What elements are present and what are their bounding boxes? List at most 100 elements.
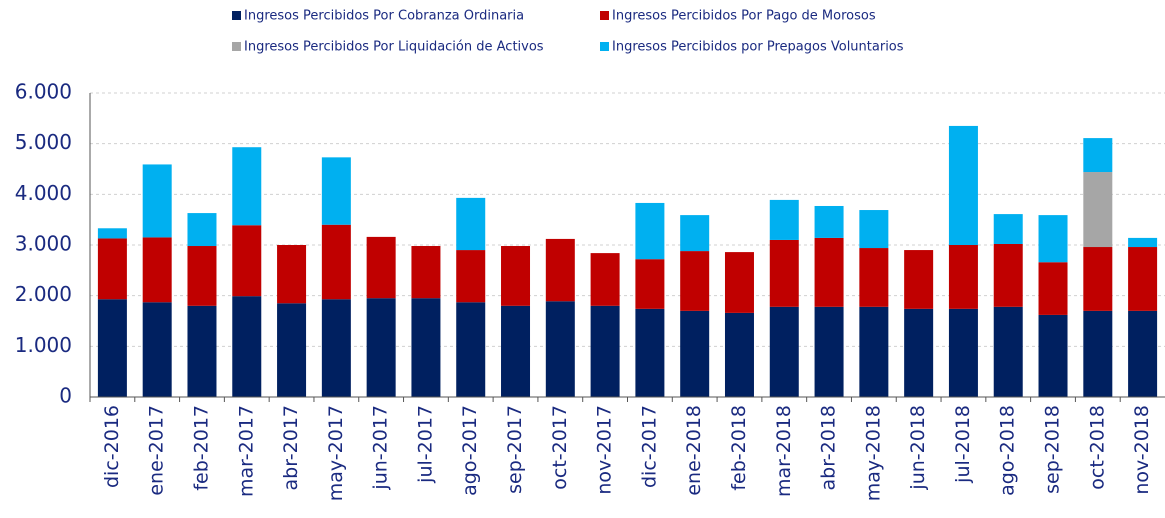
x-tick-label: nov-2018 bbox=[1131, 405, 1153, 495]
bar-segment bbox=[948, 125, 978, 245]
bar-segment bbox=[724, 252, 754, 313]
x-tick-label: feb-2017 bbox=[190, 405, 212, 491]
bar-segment bbox=[814, 237, 844, 307]
bar-segment bbox=[501, 246, 531, 306]
y-tick-label: 0 bbox=[59, 384, 72, 408]
x-tick-label: feb-2018 bbox=[728, 405, 750, 491]
bar-segment bbox=[1083, 138, 1113, 173]
bar-segment bbox=[859, 306, 889, 397]
bar-segment bbox=[1083, 247, 1113, 311]
bar-segment bbox=[1128, 310, 1158, 397]
bar-segment bbox=[859, 210, 889, 249]
x-tick-label: oct-2017 bbox=[549, 405, 571, 490]
bar-segment bbox=[501, 305, 531, 397]
x-tick-label: oct-2018 bbox=[1086, 405, 1108, 490]
x-tick-label: jul-2017 bbox=[414, 405, 436, 484]
y-tick-label: 6.000 bbox=[15, 80, 72, 104]
y-tick-label: 5.000 bbox=[15, 130, 72, 154]
x-tick-label: nov-2017 bbox=[594, 405, 616, 495]
bar-segment bbox=[321, 299, 351, 397]
y-tick-label: 1.000 bbox=[15, 333, 72, 357]
x-tick-label: mar-2018 bbox=[773, 405, 795, 497]
bar-segment bbox=[277, 303, 307, 397]
bar-segment bbox=[232, 225, 262, 297]
bar-segment bbox=[411, 298, 441, 397]
x-tick-label: dic-2016 bbox=[101, 405, 123, 488]
bar-segment bbox=[1038, 262, 1068, 315]
bar-segment bbox=[993, 214, 1023, 244]
x-tick-label: ene-2018 bbox=[683, 405, 705, 496]
bar-segment bbox=[1083, 172, 1113, 248]
x-tick-label: mar-2017 bbox=[235, 405, 257, 497]
bar-segment bbox=[948, 308, 978, 397]
x-tick-label: jul-2018 bbox=[952, 405, 974, 484]
bar-segment bbox=[814, 306, 844, 397]
legend-label: Ingresos Percibidos por Prepagos Volunta… bbox=[612, 40, 904, 55]
bar-segment bbox=[187, 213, 217, 247]
x-tick-label: ago-2017 bbox=[459, 405, 481, 496]
bar-segment bbox=[142, 237, 172, 303]
x-tick-label: jun-2018 bbox=[907, 405, 929, 491]
bar-segment bbox=[142, 164, 172, 238]
bar-segment bbox=[187, 305, 217, 397]
bar-segment bbox=[321, 157, 351, 225]
bar-segment bbox=[1038, 215, 1068, 263]
bar-segment bbox=[590, 253, 620, 306]
bar-segment bbox=[769, 306, 799, 397]
legend-label: Ingresos Percibidos Por Cobranza Ordinar… bbox=[244, 9, 524, 24]
y-tick-label: 2.000 bbox=[15, 282, 72, 306]
bar-segment bbox=[680, 310, 710, 397]
bar-segment bbox=[769, 239, 799, 307]
bar-segment bbox=[232, 296, 262, 397]
x-tick-label: may-2018 bbox=[862, 405, 884, 501]
x-tick-label: jun-2017 bbox=[370, 405, 392, 491]
bar-segment bbox=[635, 259, 665, 309]
bar-segment bbox=[456, 302, 486, 397]
legend-swatch bbox=[600, 11, 609, 20]
bar-segment bbox=[1128, 237, 1158, 248]
legend-swatch bbox=[232, 42, 241, 51]
bar-segment bbox=[97, 299, 127, 397]
bar-segment bbox=[814, 205, 844, 238]
x-tick-label: sep-2017 bbox=[504, 405, 526, 494]
bar-segment bbox=[1083, 310, 1113, 397]
legend-swatch bbox=[600, 42, 609, 51]
bar-segment bbox=[142, 302, 172, 397]
bar-segment bbox=[545, 238, 575, 302]
x-tick-label: dic-2017 bbox=[638, 405, 660, 488]
bar-segment bbox=[904, 308, 934, 397]
bar-segment bbox=[993, 243, 1023, 307]
bar-segment bbox=[456, 197, 486, 251]
legend-label: Ingresos Percibidos Por Pago de Morosos bbox=[612, 9, 876, 24]
bar-segment bbox=[590, 305, 620, 397]
x-tick-label: ago-2018 bbox=[997, 405, 1019, 496]
bar-segment bbox=[321, 224, 351, 300]
x-tick-label: may-2017 bbox=[325, 405, 347, 501]
bar-segment bbox=[545, 301, 575, 397]
bar-segment bbox=[187, 246, 217, 306]
y-tick-label: 4.000 bbox=[15, 181, 72, 205]
bar-segment bbox=[366, 236, 396, 299]
bar-segment bbox=[97, 228, 127, 239]
bar-segment bbox=[232, 147, 262, 226]
bar-segment bbox=[97, 238, 127, 300]
bar-segment bbox=[680, 215, 710, 252]
legend-swatch bbox=[232, 11, 241, 20]
bar-segment bbox=[904, 250, 934, 309]
bar-segment bbox=[635, 308, 665, 397]
legend-label: Ingresos Percibidos Por Liquidación de A… bbox=[244, 40, 544, 55]
bar-segment bbox=[680, 251, 710, 311]
x-tick-label: abr-2018 bbox=[818, 405, 840, 491]
x-tick-label: sep-2018 bbox=[1042, 405, 1064, 494]
bar-segment bbox=[1038, 314, 1068, 397]
y-tick-label: 3.000 bbox=[15, 232, 72, 256]
bar-segment bbox=[859, 248, 889, 307]
bar-segment bbox=[635, 202, 665, 260]
bar-segment bbox=[366, 298, 396, 397]
bar-segment bbox=[277, 245, 307, 304]
bar-segment bbox=[993, 306, 1023, 397]
bar-segment bbox=[948, 245, 978, 309]
x-tick-label: abr-2017 bbox=[280, 405, 302, 491]
